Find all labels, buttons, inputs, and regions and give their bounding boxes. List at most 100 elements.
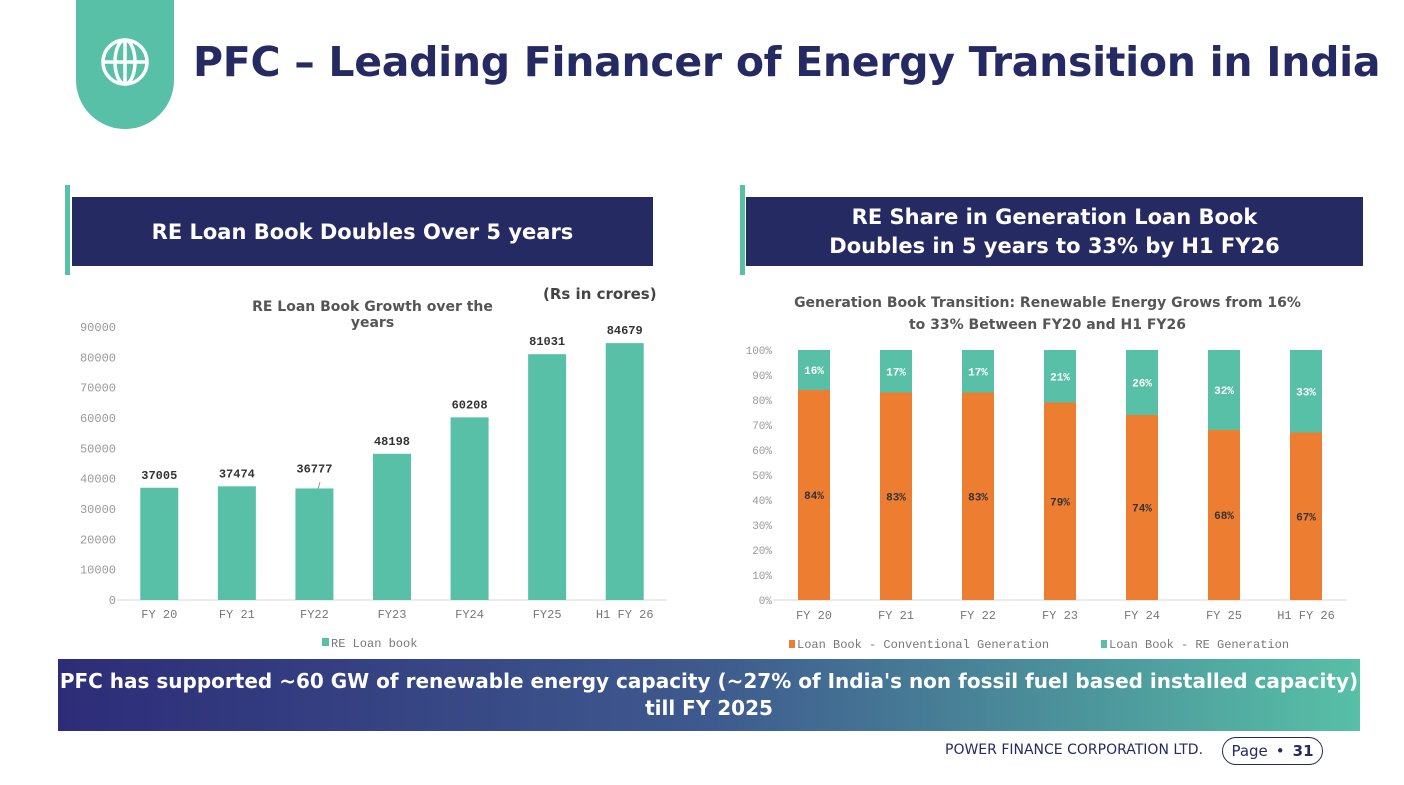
banner-line: PFC has supported ~60 GW of renewable en…: [59, 669, 1359, 693]
data-label: 17%: [886, 367, 906, 379]
unit-note: (Rs in crores): [543, 285, 657, 303]
data-label: 33%: [1296, 387, 1316, 399]
bar-conventional: [1126, 415, 1158, 600]
bar-re: [1208, 350, 1240, 430]
legend-label: Loan Book - RE Generation: [1109, 638, 1289, 652]
data-label: 36777: [296, 462, 332, 476]
data-label: 83%: [886, 492, 906, 504]
x-tick-label: FY22: [300, 608, 329, 622]
bar-re: [962, 350, 994, 393]
legend-label: Loan Book - Conventional Generation: [797, 638, 1049, 652]
bar: [295, 488, 334, 600]
x-tick-label: H1 FY 26: [596, 608, 654, 622]
left-panel-header: RE Loan Book Doubles Over 5 years: [72, 197, 653, 266]
y-tick-label: 80%: [752, 396, 772, 408]
bar-re: [880, 350, 912, 393]
header-accent: [740, 185, 745, 275]
data-label: 21%: [1050, 372, 1070, 384]
x-tick-label: FY 23: [1042, 609, 1078, 623]
y-tick-label: 0: [109, 594, 116, 608]
globe-icon: [101, 38, 149, 86]
bar-re: [1126, 350, 1158, 415]
data-label: 83%: [968, 492, 988, 504]
y-tick-label: 100%: [746, 346, 773, 358]
generation-book-chart: 0% 10% 20% 30% 40% 50% 60% 70% 80% 90% 100% 84% 16% F…: [746, 346, 1347, 652]
left-chart-title: RE Loan Book Growth over the years: [252, 299, 493, 331]
y-tick-label: 10000: [80, 564, 116, 578]
bar: [140, 487, 179, 600]
bar-conventional: [798, 390, 830, 600]
bar-re: [1044, 350, 1076, 403]
y-tick-label: 50%: [752, 471, 772, 483]
right-chart-title: Generation Book Transition: Renewable En…: [770, 292, 1325, 336]
header-line: RE Share in Generation Loan Book: [851, 204, 1258, 229]
bar-re: [798, 350, 830, 390]
x-tick-label: H1 FY 26: [1277, 609, 1335, 623]
bar-conventional: [1044, 402, 1076, 600]
data-label: 37005: [141, 469, 177, 483]
y-tick-label: 90000: [80, 321, 116, 335]
data-label: 67%: [1296, 512, 1316, 524]
bar-conventional: [1290, 432, 1322, 600]
y-tick-label: 10%: [752, 571, 772, 583]
page-indicator: Page • 31: [1222, 737, 1323, 765]
y-tick-label: 60000: [80, 412, 116, 426]
data-label: 26%: [1132, 379, 1152, 391]
summary-banner: PFC has supported ~60 GW of renewable en…: [58, 659, 1360, 731]
page-title: PFC – Leading Financer of Energy Transit…: [193, 38, 1381, 86]
data-label: 60208: [452, 398, 488, 412]
data-label: 84679: [607, 324, 643, 338]
y-tick-label: 70000: [80, 382, 116, 396]
y-tick-label: 30%: [752, 521, 772, 533]
bullet: •: [1275, 742, 1285, 760]
data-label: 37474: [219, 467, 255, 481]
data-label: 48198: [374, 435, 410, 449]
x-tick-label: FY 25: [1206, 609, 1242, 623]
re-loan-book-chart: 0 10000 20000 30000 40000 50000 60000 70000 8000…: [80, 321, 667, 651]
bar: [373, 453, 411, 600]
y-tick-label: 20%: [752, 546, 772, 558]
data-label: 32%: [1214, 386, 1234, 398]
title-line: to 33% Between FY20 and H1 FY26: [908, 317, 1187, 333]
bar: [528, 354, 567, 600]
bar-conventional: [962, 392, 994, 600]
data-label: 74%: [1132, 504, 1152, 516]
title-line: Generation Book Transition: Renewable En…: [794, 295, 1301, 311]
bar-re: [1290, 350, 1322, 433]
y-tick-label: 0%: [759, 596, 773, 608]
banner-line: till FY 2025: [645, 696, 773, 720]
x-tick-label: FY 22: [960, 609, 996, 623]
y-tick-label: 30000: [80, 503, 116, 517]
data-label: 17%: [968, 367, 988, 379]
page-label: Page: [1231, 742, 1268, 760]
y-tick-label: 80000: [80, 351, 116, 365]
x-tick-label: FY25: [533, 608, 562, 622]
data-label: 79%: [1050, 497, 1070, 509]
company-name: POWER FINANCE CORPORATION LTD.: [945, 742, 1204, 758]
brand-tab: [76, 0, 174, 129]
header-accent: [65, 185, 70, 275]
x-tick-label: FY 20: [796, 609, 832, 623]
x-tick-label: FY 21: [219, 608, 255, 622]
page-number: 31: [1292, 742, 1314, 760]
leader-line: [317, 481, 321, 490]
y-tick-label: 40000: [80, 473, 116, 487]
y-tick-label: 70%: [752, 421, 772, 433]
bar-conventional: [880, 392, 912, 600]
x-tick-label: FY24: [455, 608, 484, 622]
x-tick-label: FY 21: [878, 609, 914, 623]
x-tick-label: FY 20: [141, 608, 177, 622]
legend-swatch: [322, 638, 329, 646]
bar-conventional: [1208, 430, 1240, 600]
legend-label: RE Loan book: [331, 637, 417, 651]
data-label: 84%: [804, 491, 824, 503]
y-tick-label: 40%: [752, 496, 772, 508]
data-label: 16%: [804, 366, 824, 378]
y-tick-label: 90%: [752, 371, 772, 383]
bar: [450, 417, 489, 600]
header-line: Doubles in 5 years to 33% by H1 FY26: [829, 233, 1280, 258]
legend-swatch: [1101, 640, 1107, 648]
y-tick-label: 20000: [80, 533, 116, 547]
data-label: 81031: [529, 335, 565, 349]
y-tick-label: 50000: [80, 442, 116, 456]
